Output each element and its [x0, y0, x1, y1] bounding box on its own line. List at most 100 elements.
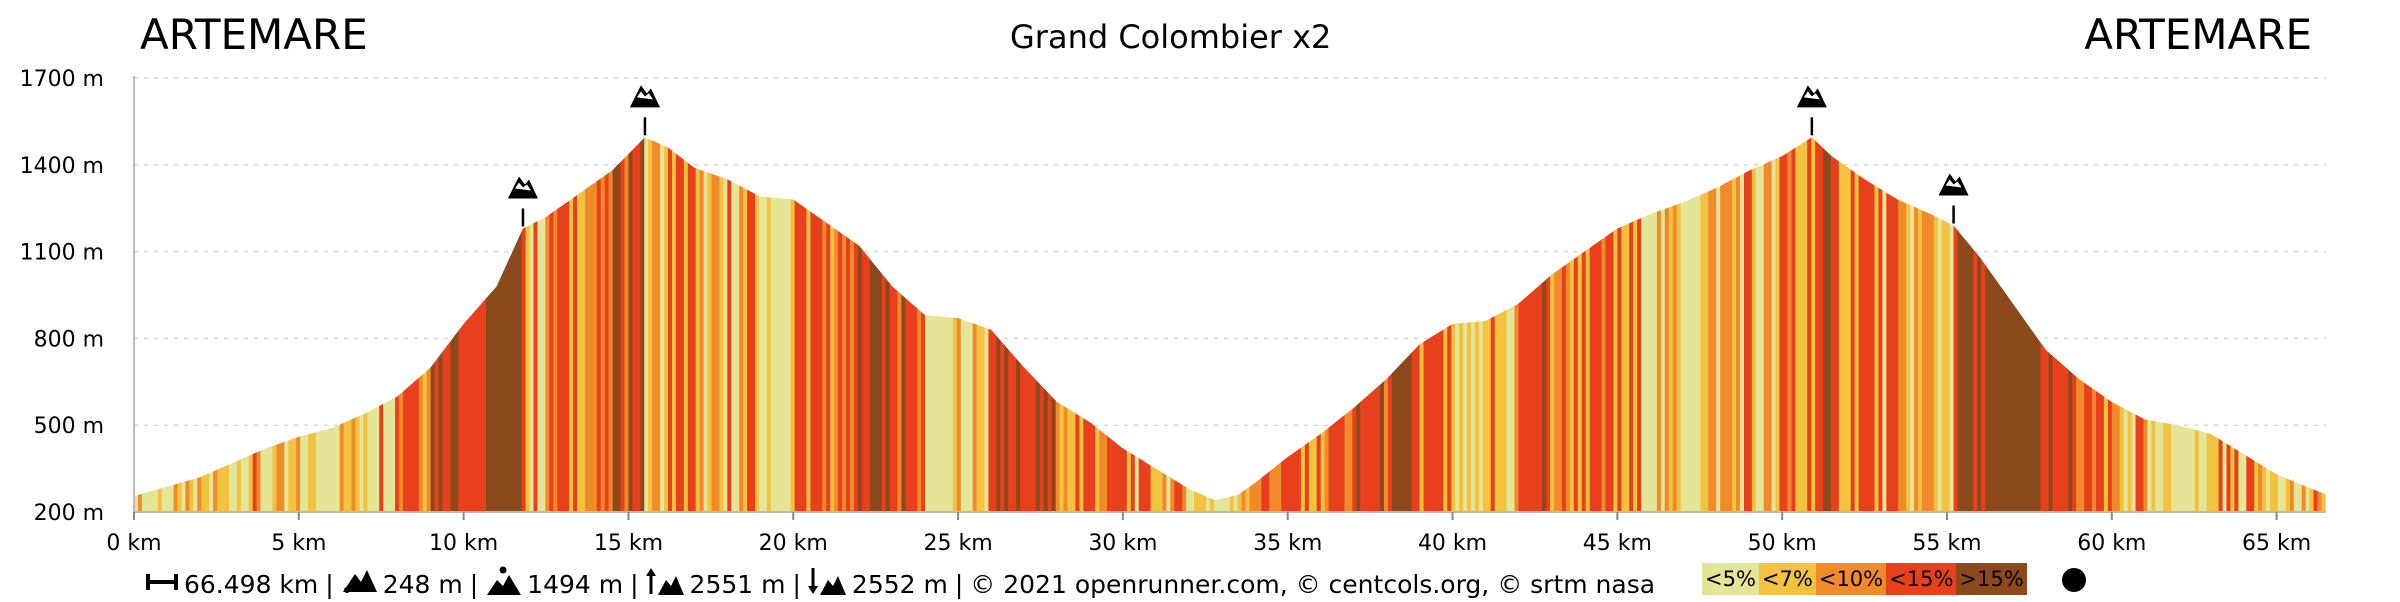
gradient-segment	[213, 137, 218, 512]
gradient-segment	[264, 137, 270, 512]
gradient-segment	[2321, 137, 2326, 512]
gradient-segment	[561, 137, 566, 512]
mountain-summit-icon	[1796, 85, 1827, 136]
gradient-segment	[1261, 137, 1266, 512]
gradient-segment	[446, 137, 452, 512]
legend-swatch: <10%	[1815, 563, 1887, 595]
gradient-segment	[1478, 137, 1484, 512]
gradient-segment	[1399, 137, 1405, 512]
gradient-segment	[810, 137, 815, 512]
gradient-segment	[2305, 137, 2311, 512]
gradient-segment	[2123, 137, 2129, 512]
gradient-segment	[1613, 137, 1618, 512]
gradient-segment	[1933, 137, 1939, 512]
gradient-segment	[181, 137, 187, 512]
gradient-segment	[1380, 137, 1385, 512]
gradient-segment	[1862, 137, 1868, 512]
axis-layer: 0 km 5 km 10 km 15 km 20 km 25 km 30 km 35 km 40…	[106, 76, 2326, 556]
gradient-segment	[1265, 137, 1270, 512]
gradient-segment	[691, 137, 697, 512]
gradient-segment	[2151, 137, 2156, 512]
x-tick-label: 5 km	[271, 531, 326, 556]
gradient-segment	[664, 137, 669, 512]
gradient-segment	[1878, 137, 1883, 512]
gradient-segment	[1739, 137, 1745, 512]
gradient-segment	[1356, 137, 1361, 512]
gradient-segment	[814, 137, 819, 512]
gradient-segment	[1775, 137, 1781, 512]
gradient-segment	[1945, 137, 1951, 512]
gradient-segment	[450, 137, 456, 512]
gradient-segment	[2297, 137, 2303, 512]
y-tick-label: 500 m	[34, 414, 104, 439]
separator: |	[630, 569, 639, 599]
gradient-segment	[901, 137, 906, 512]
gradient-segment	[948, 137, 954, 512]
gradient-segment	[762, 137, 768, 512]
gradient-segment	[2111, 137, 2117, 512]
gradient-segment	[1811, 137, 1816, 512]
gradient-segment	[1767, 137, 1773, 512]
gradient-segment	[509, 137, 515, 512]
ascent-value: 2551 m	[689, 569, 786, 599]
gradient-segment	[557, 137, 562, 512]
x-tick-label: 60 km	[2077, 531, 2146, 556]
gradient-segment	[715, 137, 721, 512]
gradient-segment	[292, 137, 297, 512]
gradient-segment	[1771, 137, 1777, 512]
position-marker-dot	[2062, 568, 2086, 592]
gradient-segment	[2072, 137, 2077, 512]
gradient-segment	[517, 137, 523, 512]
gradient-segment	[1229, 137, 1235, 512]
gradient-segment	[308, 137, 313, 512]
gradient-segment	[525, 137, 531, 512]
gradient-segment	[798, 137, 804, 512]
gradient-segment	[1696, 137, 1702, 512]
gradient-segment	[893, 137, 899, 512]
gradient-segment	[1910, 137, 1915, 512]
gradient-segment	[402, 137, 408, 512]
gradient-segment	[1126, 137, 1132, 512]
gradient-segment	[1087, 137, 1092, 512]
gradient-segment	[248, 137, 254, 512]
gradient-segment	[2040, 137, 2046, 512]
gradient-segment	[2281, 137, 2287, 512]
gradient-segment	[2289, 137, 2295, 512]
gradient-segment	[391, 137, 396, 512]
gradient-segment	[1929, 137, 1935, 512]
gradient-segment	[2277, 137, 2283, 512]
gradient-segment	[1241, 137, 1247, 512]
gradient-segment	[545, 137, 550, 512]
gradient-segment	[1506, 137, 1512, 512]
gradient-segment	[1866, 137, 1872, 512]
gradient-segment	[2005, 137, 2010, 512]
gradient-segment	[758, 137, 764, 512]
gradient-segment	[1645, 137, 1650, 512]
gradient-segment	[580, 137, 586, 512]
gradient-segment	[1577, 137, 1583, 512]
gradient-segment	[743, 137, 748, 512]
gradient-segment	[1914, 137, 1919, 512]
gradient-segment	[608, 137, 614, 512]
gradient-segment	[2131, 137, 2137, 512]
gradient-segment	[1205, 137, 1211, 512]
gradient-segment	[2230, 137, 2236, 512]
chart-title: Grand Colombier x2	[1010, 18, 1332, 56]
gradient-segment	[652, 137, 657, 512]
gradient-segment	[2325, 137, 2326, 512]
gradient-segment	[1320, 137, 1326, 512]
gradient-segment	[1455, 137, 1460, 512]
gradient-segment	[2210, 137, 2216, 512]
gradient-segment	[1621, 137, 1626, 512]
gradient-segment	[1906, 137, 1911, 512]
gradient-segment	[1858, 137, 1864, 512]
gradient-segment	[1502, 137, 1508, 512]
gradient-segment	[869, 137, 875, 512]
gradient-segment	[711, 137, 717, 512]
x-tick-label: 0 km	[106, 531, 161, 556]
gradient-segment	[1558, 137, 1563, 512]
max-elevation-value: 1494 m	[527, 569, 624, 599]
gradient-segment	[2012, 137, 2018, 512]
gradient-segment	[960, 137, 966, 512]
gradient-segment	[1174, 137, 1179, 512]
